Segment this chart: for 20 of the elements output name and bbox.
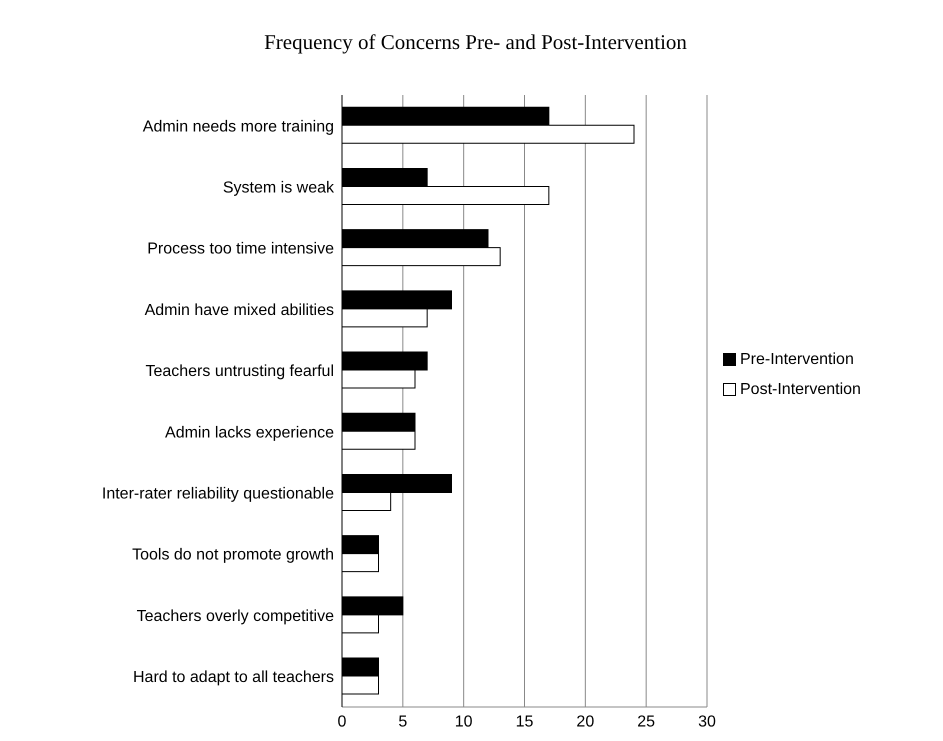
y-tick-label: Tools do not promote growth [132,546,334,564]
x-tick-label: 10 [454,713,473,730]
y-tick-label: Process too time intensive [147,240,334,258]
y-tick-label: Admin have mixed abilities [144,302,334,319]
legend-label: Pre-Intervention [740,350,854,368]
y-tick-label: System is weak [222,179,335,196]
y-tick-label: Teachers overly competitive [136,608,334,625]
legend-label: Post-Intervention [740,380,861,398]
x-tick-label: 20 [576,713,594,730]
y-tick-label: Hard to adapt to all teachers [132,669,334,686]
x-tick-label: 5 [398,713,408,730]
y-tick-label: Inter-rater reliability questionable [102,485,334,502]
y-tick-label: Teachers untrusting fearful [145,363,334,380]
chart-title: Frequency of Concerns Pre- and Post-Intervention [263,30,688,55]
y-tick-label: Admin lacks experience [165,424,334,442]
x-tick-label: 25 [637,713,656,730]
x-tick-label: 0 [338,713,347,730]
y-tick-label: Admin needs more training [142,118,334,136]
x-tick-label: 15 [516,713,534,730]
x-tick-label: 30 [698,713,716,730]
